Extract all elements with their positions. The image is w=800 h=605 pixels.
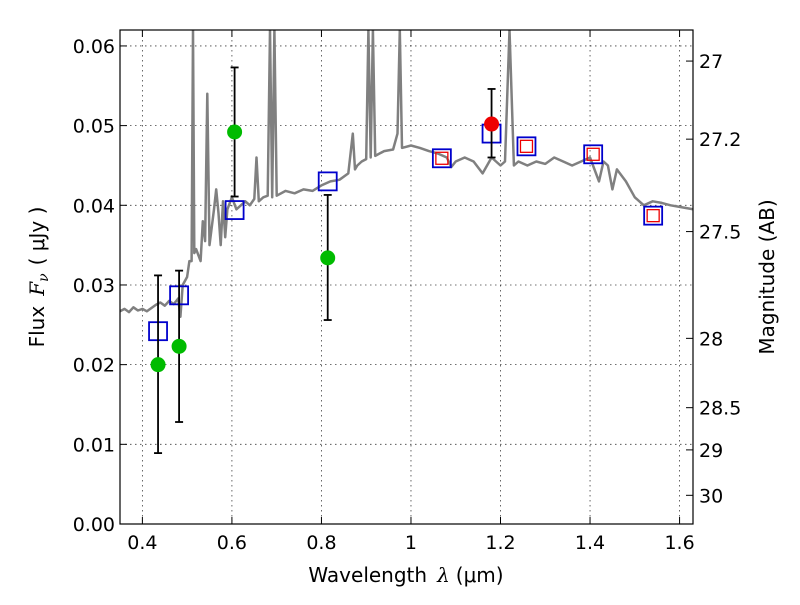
x-tick-label: 0.4: [127, 532, 157, 554]
observed-point: [227, 124, 243, 140]
y-tick-label: 0.01: [73, 434, 115, 456]
markers: [148, 66, 664, 454]
y2-axis-title: Magnitude (AB): [755, 199, 779, 354]
model-flux-square: [224, 200, 245, 220]
y-tick-label: 0.05: [73, 116, 115, 138]
plot-frame: [119, 29, 694, 525]
y-tick-label: 0.04: [73, 195, 115, 217]
plot-area: [120, 30, 693, 319]
limit-square: [519, 139, 534, 153]
limit-square: [646, 208, 660, 223]
y-tick-label: 0.06: [73, 36, 115, 58]
y2-tick-label: 30: [699, 485, 723, 507]
x-tick-label: 1.6: [664, 532, 694, 554]
x-axis-title: Wavelength λ (μm): [308, 563, 503, 587]
x-tick-label: 1.4: [575, 532, 605, 554]
grid: [120, 30, 693, 525]
y-tick-label: 0.00: [73, 514, 115, 536]
x-tick-label: 1: [405, 532, 417, 554]
y2-tick-label: 29: [699, 440, 723, 462]
y2-tick-label: 28: [699, 328, 723, 350]
limit-square: [586, 147, 600, 161]
observed-point: [171, 338, 187, 354]
model-flux-square: [431, 148, 452, 169]
y2-tick-label: 27: [699, 51, 723, 73]
model-flux-square: [643, 205, 664, 226]
x-tick-label: 0.6: [217, 532, 247, 554]
model-flux-square: [317, 171, 338, 192]
axes: 0.4 0.6 0.8 1 1.2 1.4 1.6 0.00 0.01 0.02 0.03 0.04 0…: [73, 30, 741, 554]
x-tick-label: 1.2: [485, 532, 515, 554]
y2-tick-label: 27.5: [699, 222, 741, 244]
limit-square: [435, 151, 449, 165]
observed-point: [150, 357, 166, 373]
spectrum-line: [120, 30, 693, 319]
observed-point: [320, 250, 336, 266]
y2-tick-label: 27.2: [699, 129, 741, 151]
model-flux-square: [583, 144, 604, 165]
y-axis-title: FluxFν( μJy ): [25, 207, 52, 348]
x-tick-label: 0.8: [306, 532, 336, 554]
model-flux-square: [516, 136, 537, 157]
y-tick-label: 0.02: [73, 355, 115, 377]
y2-tick-label: 28.5: [699, 398, 741, 420]
y-tick-label: 0.03: [73, 275, 115, 297]
observed-point: [484, 116, 500, 132]
